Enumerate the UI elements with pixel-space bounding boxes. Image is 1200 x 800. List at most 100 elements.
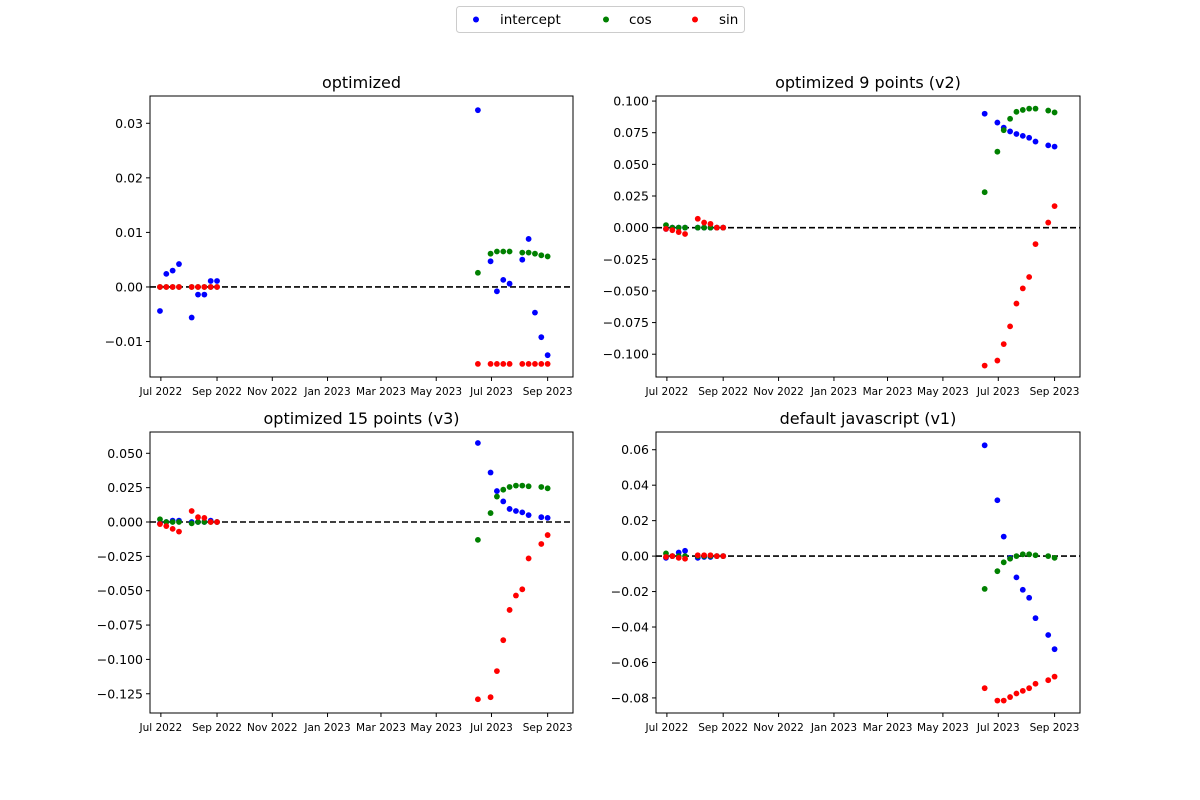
data-point-intercept [1026,134,1033,141]
x-tick-label: Mar 2023 [863,722,913,734]
data-point-intercept [1013,131,1020,137]
data-point-sin [487,361,494,367]
x-tick-label: Jan 2023 [303,386,350,398]
data-point-intercept [538,514,545,521]
data-point-sin [694,552,701,559]
y-tick-label: −0.075 [97,618,143,633]
data-point-sin [713,224,720,231]
data-point-cos [682,224,688,231]
x-tick-label: Jul 2022 [139,386,183,398]
y-tick-label: −0.125 [97,686,143,701]
data-point-sin [195,514,201,521]
data-point-sin [487,694,494,701]
data-point-sin [1045,219,1052,226]
data-point-cos [500,248,507,255]
data-point-intercept [1000,533,1007,540]
data-point-cos [981,189,988,196]
subplot-title: optimized 9 points (v2) [775,73,961,92]
x-tick-label: Jul 2023 [976,722,1020,734]
x-tick-label: Mar 2023 [356,386,406,398]
data-point-sin [1051,203,1058,210]
series-intercept [157,107,551,359]
data-point-cos [474,269,481,276]
data-point-cos [1026,551,1033,558]
data-point-cos [163,519,170,525]
data-point-intercept [474,440,481,446]
data-point-intercept [1013,574,1020,581]
x-tick-label: Jan 2023 [810,386,857,398]
data-point-sin [500,637,507,644]
series-intercept [663,442,1058,653]
data-point-sin [1045,677,1052,684]
data-point-sin [994,697,1001,704]
series-intercept [663,110,1058,232]
y-tick-label: −0.075 [603,315,649,330]
data-point-sin [1051,673,1058,680]
y-tick-label: −0.050 [603,283,649,298]
y-tick-label: 0.02 [621,513,649,528]
data-point-cos [1013,553,1020,560]
legend-frame [456,6,745,33]
data-point-sin [513,592,519,599]
data-point-sin [544,361,551,367]
x-tick-label: Nov 2022 [753,722,804,734]
data-point-intercept [163,270,170,277]
y-tick-label: 0.00 [621,549,649,564]
data-point-sin [707,220,714,227]
data-point-sin [207,519,214,525]
data-point-cos [1000,127,1007,134]
x-tick-label: Sep 2022 [192,722,242,734]
data-point-intercept [500,498,507,505]
x-tick-label: May 2023 [917,386,969,398]
data-point-sin [669,553,676,560]
legend-label-sin: sin [719,12,738,28]
subplot-default-javascript-v1: default javascript (v1) −0.08 −0.06 −0.04 −0… [611,409,1081,734]
data-point-sin [474,361,481,367]
subplot-title: optimized 15 points (v3) [264,409,460,428]
data-point-intercept [519,256,526,263]
legend-label-intercept: intercept [500,12,561,28]
data-point-cos [519,249,526,256]
data-point-cos [195,519,201,525]
x-tick-label: Sep 2023 [1030,722,1080,734]
series-sin [157,508,551,703]
data-point-sin [1000,697,1007,704]
subplot-optimized-15-points-v3: optimized 15 points (v3) −0.125 −0.100 −0.0… [97,409,574,734]
y-tick-label: −0.08 [611,690,649,705]
data-point-intercept [544,352,551,359]
data-point-intercept [538,334,545,341]
x-tick-label: May 2023 [410,722,462,734]
x-tick-label: Jul 2022 [645,386,689,398]
y-tick-label: 0.00 [115,279,143,294]
data-point-sin [214,284,220,290]
data-point-sin [1013,690,1020,697]
y-tick-label: −0.100 [603,347,649,362]
data-point-cos [1051,109,1058,116]
data-point-intercept [981,442,988,449]
x-tick-label: May 2023 [917,722,969,734]
data-point-intercept [506,280,513,287]
data-point-sin [506,361,513,367]
data-point-cos [532,250,538,257]
data-point-cos [487,250,494,257]
data-point-intercept [487,469,494,476]
data-point-intercept [188,314,195,321]
y-tick-label: −0.025 [97,549,143,564]
data-point-intercept [201,291,208,298]
plot-area-frame [149,431,574,714]
x-tick-label: Nov 2022 [247,386,298,398]
data-point-cos [1000,559,1007,566]
data-point-sin [519,586,526,593]
y-tick-label: 0.050 [107,446,143,461]
x-tick-label: Jan 2023 [303,722,350,734]
data-point-intercept [1032,615,1039,622]
legend-marker-cos [603,16,609,23]
data-point-sin [682,231,688,237]
data-point-intercept [157,308,163,314]
data-point-cos [538,252,545,259]
data-point-sin [506,607,513,613]
data-point-intercept [1051,646,1058,653]
data-point-sin [682,555,688,562]
data-point-sin [201,284,208,290]
data-point-sin [494,361,500,367]
